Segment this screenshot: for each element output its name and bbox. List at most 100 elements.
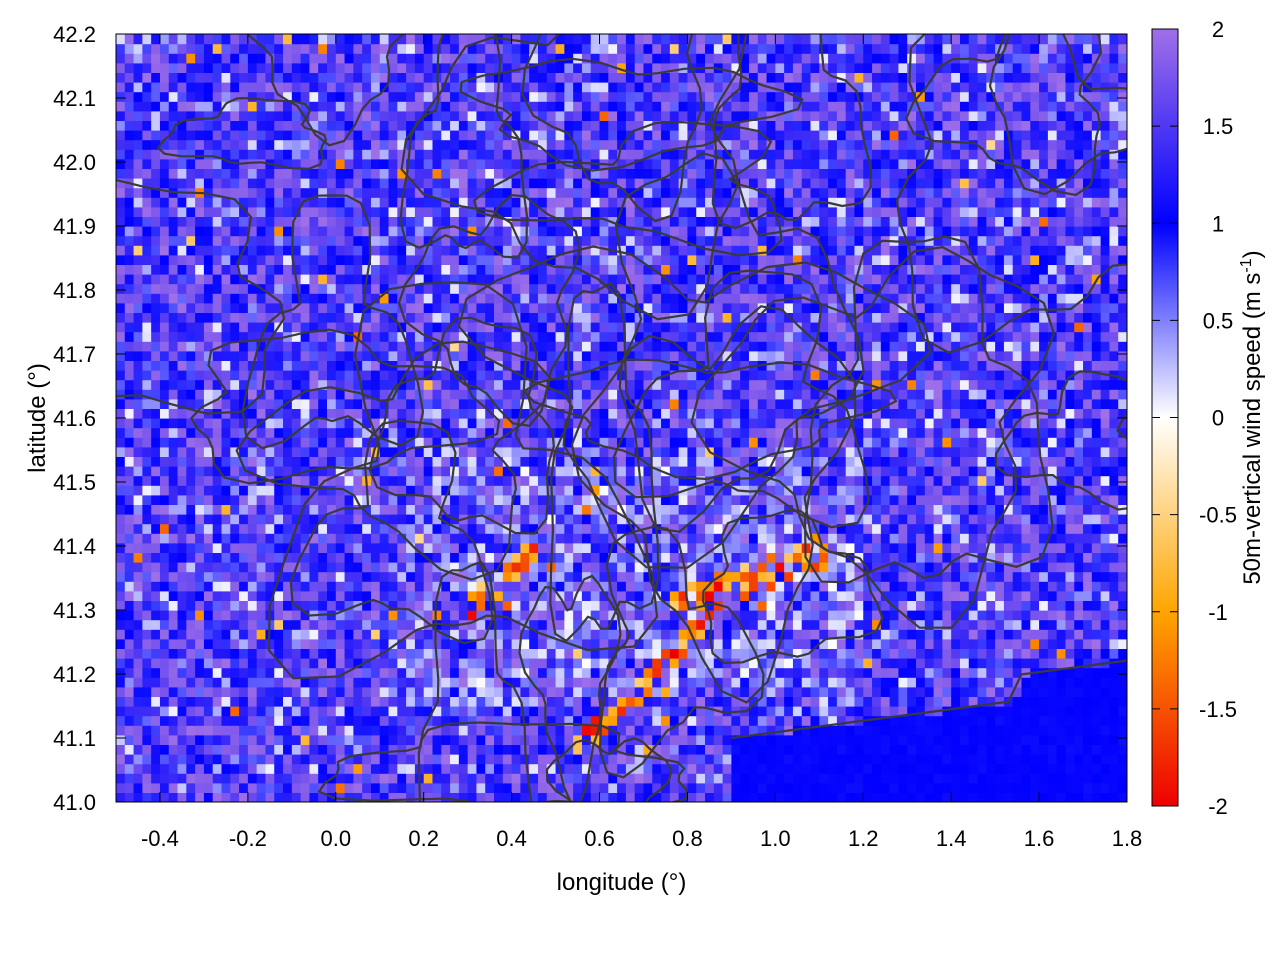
heatmap-cell xyxy=(353,754,363,765)
heatmap-cell xyxy=(529,696,539,707)
heatmap-cell xyxy=(1091,523,1102,534)
heatmap-cell xyxy=(564,485,574,496)
heatmap-cell xyxy=(326,379,337,390)
heatmap-cell xyxy=(661,744,671,755)
heatmap-cell xyxy=(230,571,240,582)
heatmap-cell xyxy=(933,658,943,669)
heatmap-cell xyxy=(283,754,293,765)
heatmap-cell xyxy=(397,571,407,582)
heatmap-cell xyxy=(274,418,284,429)
heatmap-cell xyxy=(406,475,416,486)
heatmap-cell xyxy=(898,763,908,774)
heatmap-cell xyxy=(283,610,293,621)
heatmap-cell xyxy=(828,725,838,736)
heatmap-cell xyxy=(142,466,152,477)
heatmap-cell xyxy=(151,706,161,717)
heatmap-cell xyxy=(951,744,961,755)
heatmap-cell xyxy=(740,754,750,765)
heatmap-cell xyxy=(212,466,223,477)
heatmap-cell xyxy=(898,571,908,582)
heatmap-cell xyxy=(784,552,794,563)
heatmap-cell xyxy=(546,619,557,630)
heatmap-cell xyxy=(441,590,451,601)
heatmap-cell xyxy=(1100,485,1111,496)
heatmap-cell xyxy=(537,446,548,457)
heatmap-cell xyxy=(590,773,601,784)
heatmap-cell xyxy=(959,523,970,534)
heatmap-cell xyxy=(432,475,442,486)
heatmap-cell xyxy=(239,763,249,774)
heatmap-cell xyxy=(1056,610,1067,621)
heatmap-cell xyxy=(951,792,961,802)
heatmap-cell xyxy=(159,456,170,467)
heatmap-cell xyxy=(643,610,653,621)
heatmap-cell xyxy=(406,734,416,745)
heatmap-cell xyxy=(617,427,627,438)
heatmap-cell xyxy=(151,696,161,707)
heatmap-cell xyxy=(344,475,354,486)
heatmap-cell xyxy=(977,456,987,467)
heatmap-cell xyxy=(643,437,653,448)
heatmap-cell xyxy=(740,658,750,669)
heatmap-cell xyxy=(1091,446,1102,457)
heatmap-cell xyxy=(335,562,346,573)
heatmap-cell xyxy=(124,706,135,717)
heatmap-cell xyxy=(687,542,697,553)
heatmap-cell xyxy=(142,456,152,467)
heatmap-cell xyxy=(705,590,715,601)
heatmap-cell xyxy=(933,523,943,534)
heatmap-cell xyxy=(362,456,372,467)
heatmap-cell xyxy=(133,418,143,429)
heatmap-cell xyxy=(617,715,627,726)
heatmap-cell xyxy=(617,590,627,601)
heatmap-cell xyxy=(1056,696,1067,707)
heatmap-cell xyxy=(986,763,996,774)
heatmap-cell xyxy=(661,427,671,438)
heatmap-cell xyxy=(951,485,961,496)
heatmap-cell xyxy=(669,638,680,649)
heatmap-cell xyxy=(1030,562,1040,573)
heatmap-cell xyxy=(573,782,583,793)
heatmap-cell xyxy=(379,542,390,553)
heatmap-cell xyxy=(458,600,469,611)
heatmap-cell xyxy=(924,734,935,745)
heatmap-cell xyxy=(485,542,495,553)
heatmap-cell xyxy=(177,475,187,486)
heatmap-cell xyxy=(353,782,363,793)
heatmap-cell xyxy=(370,677,381,688)
heatmap-cell xyxy=(757,619,768,630)
heatmap-cell xyxy=(836,581,847,592)
heatmap-cell xyxy=(274,754,284,765)
heatmap-cell xyxy=(836,715,847,726)
heatmap-cell xyxy=(318,590,328,601)
heatmap-cell xyxy=(432,379,442,390)
heatmap-cell xyxy=(555,475,565,486)
heatmap-cell xyxy=(116,686,126,697)
heatmap-cell xyxy=(1012,427,1023,438)
heatmap-cell xyxy=(344,773,354,784)
heatmap-cell xyxy=(195,542,205,553)
heatmap-cell xyxy=(239,648,249,659)
heatmap-cell xyxy=(116,600,126,611)
heatmap-cell xyxy=(652,629,662,640)
heatmap-cell xyxy=(581,744,592,755)
heatmap-cell xyxy=(863,562,873,573)
heatmap-cell xyxy=(203,379,214,390)
heatmap-cell xyxy=(1047,773,1058,784)
heatmap-cell xyxy=(880,696,891,707)
heatmap-cell xyxy=(942,792,952,802)
heatmap-cell xyxy=(599,648,609,659)
heatmap-cell xyxy=(1012,648,1023,659)
heatmap-cell xyxy=(819,754,829,765)
heatmap-cell xyxy=(590,562,601,573)
heatmap-cell xyxy=(195,494,205,505)
heatmap-cell xyxy=(142,408,152,419)
heatmap-cell xyxy=(256,514,267,525)
heatmap-cell xyxy=(757,696,768,707)
heatmap-cell xyxy=(1039,398,1049,409)
heatmap-cell xyxy=(643,686,653,697)
heatmap-cell xyxy=(406,456,416,467)
heatmap-cell xyxy=(318,562,328,573)
heatmap-cell xyxy=(195,792,205,802)
heatmap-cell xyxy=(942,590,952,601)
